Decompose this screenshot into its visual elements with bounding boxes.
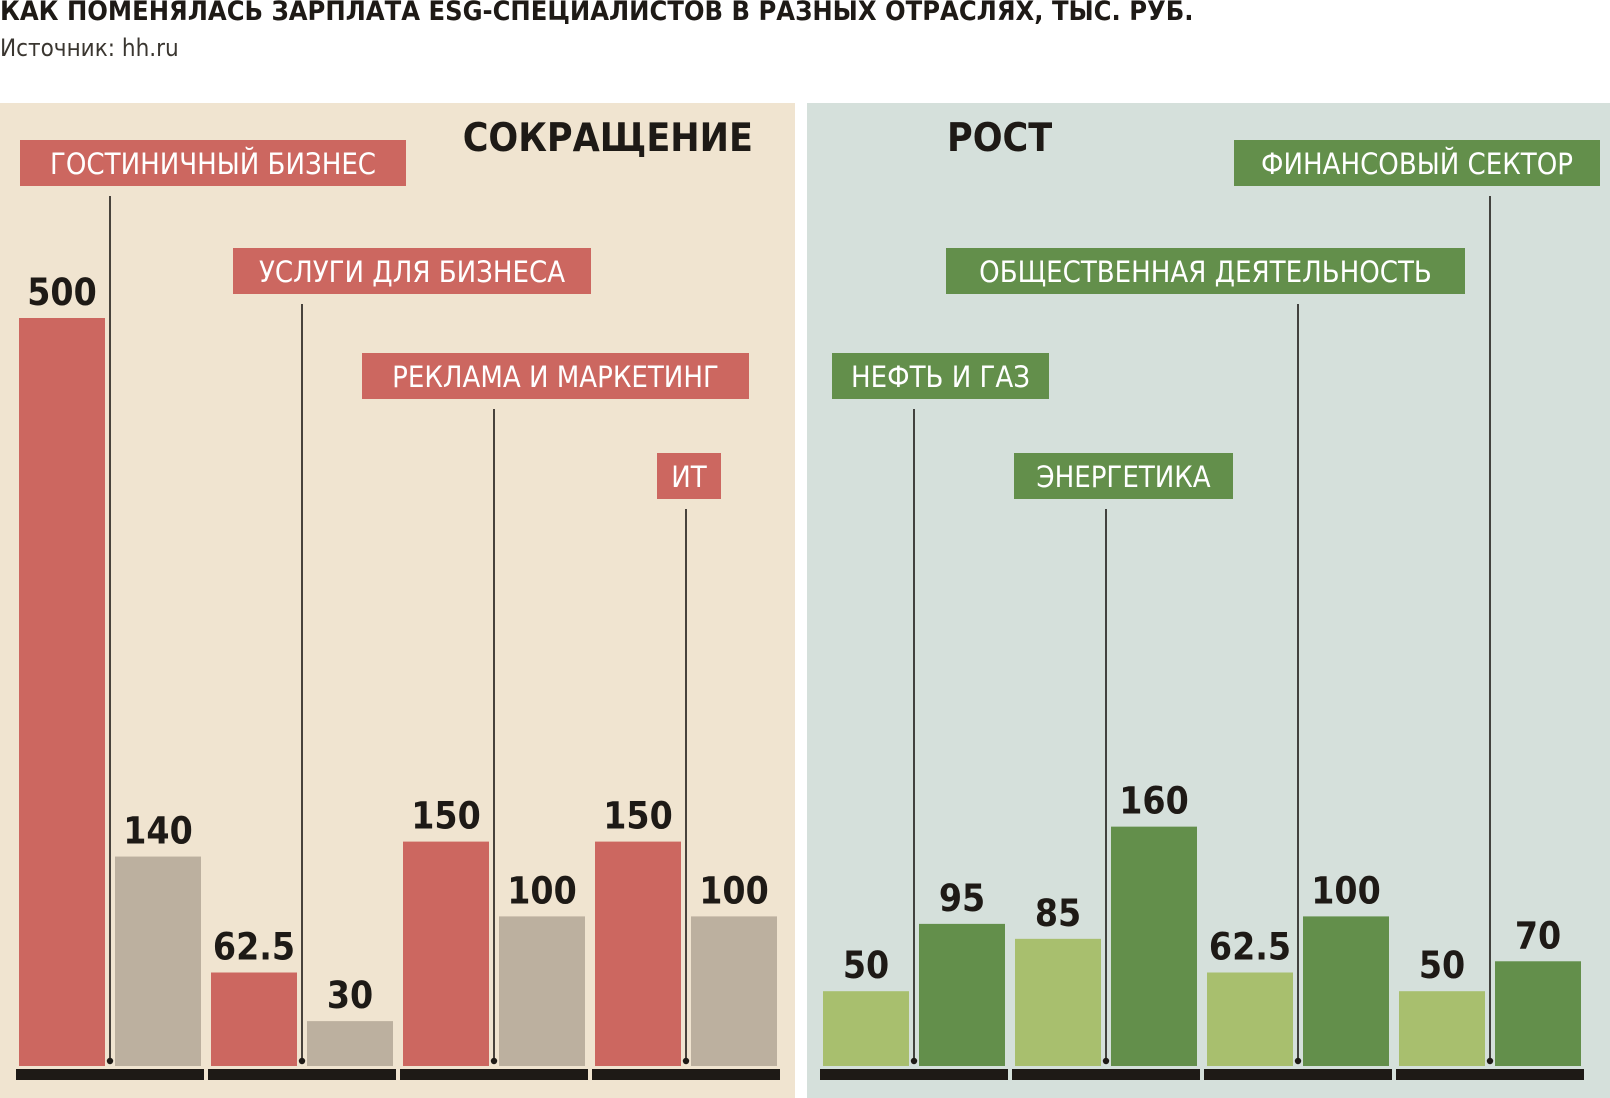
decrease-panel-group-baseline (16, 1069, 204, 1080)
growth-panel-value-label: 62.5 (1209, 926, 1291, 969)
decrease-panel-category-box (20, 140, 406, 186)
growth-panel-group-baseline (1396, 1069, 1584, 1080)
decrease-panel-value-label: 100 (699, 869, 768, 912)
decrease-panel-value-label: 150 (603, 795, 672, 838)
chart-title: КАК ПОМЕНЯЛАСЬ ЗАРПЛАТА ESG-СПЕЦИАЛИСТОВ… (0, 0, 1194, 27)
growth-panel-leader-dot (1102, 1057, 1110, 1065)
decrease-panel-bar (403, 841, 489, 1066)
decrease-panel-group-baseline (208, 1069, 396, 1080)
decrease-panel-category-box (362, 353, 749, 399)
chart-source: Источник: hh.ru (0, 34, 179, 62)
growth-panel-title: РОСТ (947, 116, 1052, 161)
decrease-panel-group-baseline (592, 1069, 780, 1080)
decrease-panel-group-baseline (400, 1069, 588, 1080)
decrease-panel-bar (115, 856, 201, 1066)
growth-panel-category-box (946, 248, 1465, 294)
decrease-panel-category-box (233, 248, 591, 294)
growth-panel-category-label: НЕФТЬ И ГАЗ (851, 360, 1030, 394)
growth-panel-value-label: 100 (1311, 869, 1380, 912)
decrease-panel-value-label: 140 (123, 810, 192, 853)
decrease-panel-category-label: ГОСТИНИЧНЫЙ БИЗНЕС (50, 147, 376, 181)
growth-panel-leader-dot (1294, 1057, 1302, 1065)
growth-panel-bar (1111, 826, 1197, 1066)
decrease-panel-bar (691, 916, 777, 1066)
growth-panel-value-label: 70 (1515, 914, 1561, 957)
decrease-panel-category-label: РЕКЛАМА И МАРКЕТИНГ (392, 360, 719, 394)
decrease-panel-leader-dot (106, 1057, 114, 1065)
decrease-panel-value-label: 30 (327, 974, 373, 1017)
growth-panel-group-baseline (1204, 1069, 1392, 1080)
growth-panel-category-box (1014, 453, 1233, 499)
decrease-panel-value-label: 150 (411, 795, 480, 838)
growth-panel-group-baseline (1012, 1069, 1200, 1080)
decrease-panel-value-label: 62.5 (213, 926, 295, 969)
growth-panel-value-label: 50 (843, 944, 889, 987)
growth-panel-category-label: ЭНЕРГЕТИКА (1036, 460, 1210, 494)
growth-panel-bar (1207, 972, 1293, 1066)
decrease-panel-bar (307, 1021, 393, 1066)
growth-panel-group-baseline (820, 1069, 1008, 1080)
decrease-panel-category-box (657, 453, 721, 499)
decrease-panel-bar (19, 318, 105, 1066)
growth-panel-category-label: ФИНАНСОВЫЙ СЕКТОР (1261, 147, 1573, 181)
growth-panel-leader-dot (1486, 1057, 1494, 1065)
growth-panel-value-label: 95 (939, 877, 985, 920)
decrease-panel-value-label: 100 (507, 869, 576, 912)
decrease-panel-title: СОКРАЩЕНИЕ (463, 116, 753, 161)
growth-panel-bar (919, 923, 1005, 1066)
decrease-panel-bar (211, 972, 297, 1066)
growth-panel-bar (1399, 991, 1485, 1066)
growth-panel-value-label: 85 (1035, 892, 1081, 935)
decrease-panel-bar (499, 916, 585, 1066)
growth-panel-category-box (1234, 140, 1600, 186)
decrease-panel-leader-dot (298, 1057, 306, 1065)
growth-panel-leader-dot (910, 1057, 918, 1065)
decrease-panel-category-label: УСЛУГИ ДЛЯ БИЗНЕСА (259, 255, 565, 289)
decrease-panel-leader-dot (682, 1057, 690, 1065)
growth-panel-bar (1303, 916, 1389, 1066)
growth-panel-bar (1495, 961, 1581, 1066)
growth-panel-value-label: 50 (1419, 944, 1465, 987)
decrease-panel-bar (595, 841, 681, 1066)
decrease-panel-leader-dot (490, 1057, 498, 1065)
growth-panel-category-label: ОБЩЕСТВЕННАЯ ДЕЯТЕЛЬНОСТЬ (979, 255, 1432, 289)
growth-panel-value-label: 160 (1119, 780, 1188, 823)
decrease-panel-category-label: ИТ (671, 460, 708, 494)
decrease-panel-value-label: 500 (27, 271, 96, 314)
growth-panel-category-box (832, 353, 1049, 399)
growth-panel-bar (1015, 938, 1101, 1066)
growth-panel-bar (823, 991, 909, 1066)
